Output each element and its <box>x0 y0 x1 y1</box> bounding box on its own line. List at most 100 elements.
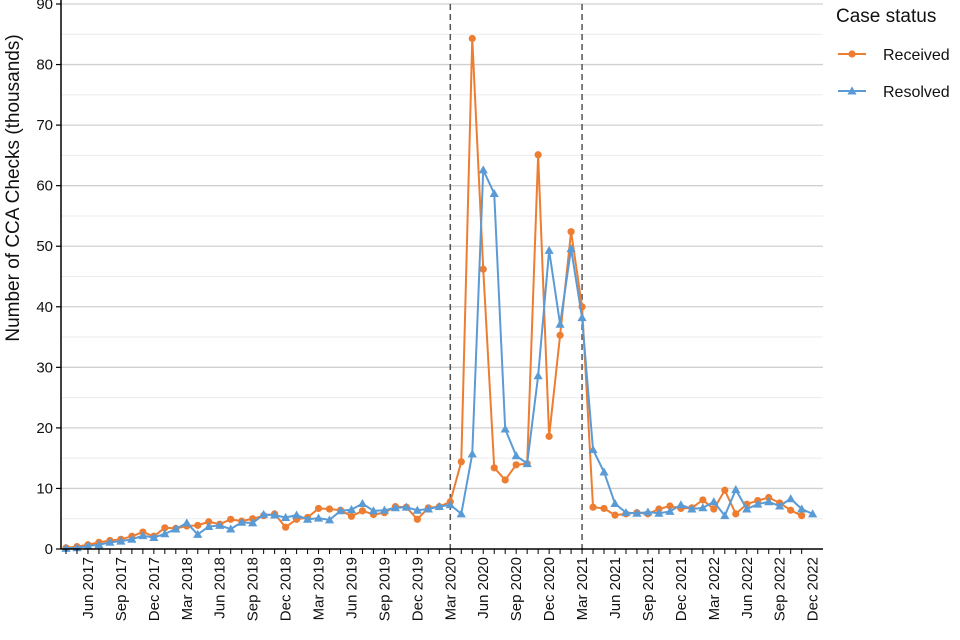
x-tick-label: Sep 2017 <box>113 557 130 621</box>
data-point-received <box>227 515 235 523</box>
data-point-resolved <box>160 529 170 538</box>
x-tick-label: Mar 2019 <box>311 557 328 620</box>
data-point-received <box>589 503 597 511</box>
y-tick-label: 10 <box>36 480 53 497</box>
data-point-received <box>468 34 476 43</box>
data-point-resolved <box>105 537 115 546</box>
y-tick-label: 80 <box>36 57 53 74</box>
data-point-resolved <box>379 505 390 514</box>
legend-item-resolved: Resolved <box>838 84 950 101</box>
data-point-received <box>556 331 564 339</box>
data-point-received <box>457 458 465 466</box>
data-point-resolved <box>511 451 521 460</box>
x-tick-label: Dec 2017 <box>146 557 163 621</box>
data-point-resolved <box>61 543 71 552</box>
y-tick-label: 0 <box>45 541 53 558</box>
data-point-resolved <box>544 245 554 254</box>
data-point-resolved <box>445 500 455 509</box>
y-tick-label: 30 <box>36 359 53 376</box>
data-point-resolved <box>775 501 785 510</box>
data-point-received <box>732 510 740 518</box>
series-resolved <box>61 165 818 552</box>
data-point-resolved <box>182 518 192 527</box>
data-point-resolved <box>456 509 466 518</box>
minor-gridlines <box>61 33 823 520</box>
data-point-resolved <box>643 507 653 516</box>
data-point-resolved <box>248 518 258 527</box>
data-point-resolved <box>171 524 181 533</box>
data-point-resolved <box>346 505 357 514</box>
legend-label: Resolved <box>883 84 950 101</box>
x-tick-label: Mar 2018 <box>179 557 196 620</box>
data-point-resolved <box>599 467 609 476</box>
data-point-resolved <box>742 504 752 513</box>
data-point-resolved <box>555 319 565 328</box>
series-line-received <box>65 37 803 549</box>
series-line-resolved <box>65 168 814 550</box>
data-point-resolved <box>566 244 576 253</box>
data-point-received <box>358 507 367 515</box>
data-point-resolved <box>423 504 433 513</box>
data-point-received <box>567 228 575 236</box>
x-tick-label: Jun 2022 <box>739 557 756 619</box>
data-point-received <box>699 496 707 504</box>
y-axis-ticks: 0 10 20 30 40 50 60 70 80 90 <box>36 0 61 558</box>
y-axis-label: Number of CCA Checks (thousands) <box>3 34 24 341</box>
data-point-received <box>205 518 213 526</box>
data-point-resolved <box>753 499 763 508</box>
data-point-resolved <box>434 502 444 511</box>
data-point-resolved <box>577 313 587 322</box>
data-point-resolved <box>654 508 664 517</box>
data-point-resolved <box>665 506 675 515</box>
data-point-resolved <box>720 511 730 520</box>
data-point-resolved <box>149 532 159 541</box>
data-point-resolved <box>621 508 631 517</box>
x-tick-label: Sep 2021 <box>640 557 657 621</box>
x-axis-ticks: Jun 2017 Sep 2017 Dec 2017 Mar 2018 Jun 2018… <box>65 549 822 621</box>
data-point-resolved <box>291 510 302 519</box>
data-point-resolved <box>478 165 488 174</box>
data-point-resolved <box>335 506 346 515</box>
x-tick-label: Dec 2018 <box>278 557 295 621</box>
x-tick-label: Mar 2021 <box>574 557 591 620</box>
data-point-received <box>282 523 290 531</box>
data-point-received <box>314 504 323 513</box>
y-tick-label: 60 <box>36 178 53 195</box>
data-point-received <box>798 512 806 520</box>
data-point-resolved <box>313 513 324 522</box>
data-point-resolved <box>610 498 620 508</box>
data-point-resolved <box>808 509 818 518</box>
data-point-received <box>611 511 619 519</box>
y-tick-label: 70 <box>36 117 53 134</box>
data-point-resolved <box>357 498 368 508</box>
series-layer <box>61 34 818 552</box>
data-point-received <box>325 505 334 513</box>
data-point-received <box>413 515 421 523</box>
x-tick-label: Mar 2020 <box>442 557 459 620</box>
y-tick-label: 40 <box>36 299 53 316</box>
x-tick-label: Jun 2021 <box>607 557 624 619</box>
data-point-resolved <box>698 503 708 512</box>
data-point-resolved <box>368 506 379 515</box>
data-point-resolved <box>215 520 225 529</box>
x-tick-label: Sep 2022 <box>772 557 789 621</box>
series-received <box>62 34 806 552</box>
data-point-resolved <box>281 512 291 521</box>
data-point-received <box>490 464 498 472</box>
axes <box>60 0 823 550</box>
data-point-received <box>512 461 520 469</box>
legend-swatch-marker <box>847 86 857 95</box>
x-tick-label: Sep 2019 <box>376 557 393 621</box>
x-tick-label: Dec 2022 <box>805 557 822 621</box>
major-gridlines <box>61 3 823 490</box>
y-tick-label: 50 <box>36 238 53 255</box>
data-point-resolved <box>676 500 686 509</box>
x-tick-label: Jun 2017 <box>80 557 97 619</box>
x-tick-label: Sep 2020 <box>508 557 525 621</box>
data-point-resolved <box>138 531 148 540</box>
data-point-received <box>501 476 509 484</box>
data-point-resolved <box>324 515 335 524</box>
data-point-resolved <box>127 534 137 543</box>
data-point-resolved <box>500 424 510 433</box>
legend: Case status Received Resolved <box>836 6 950 101</box>
